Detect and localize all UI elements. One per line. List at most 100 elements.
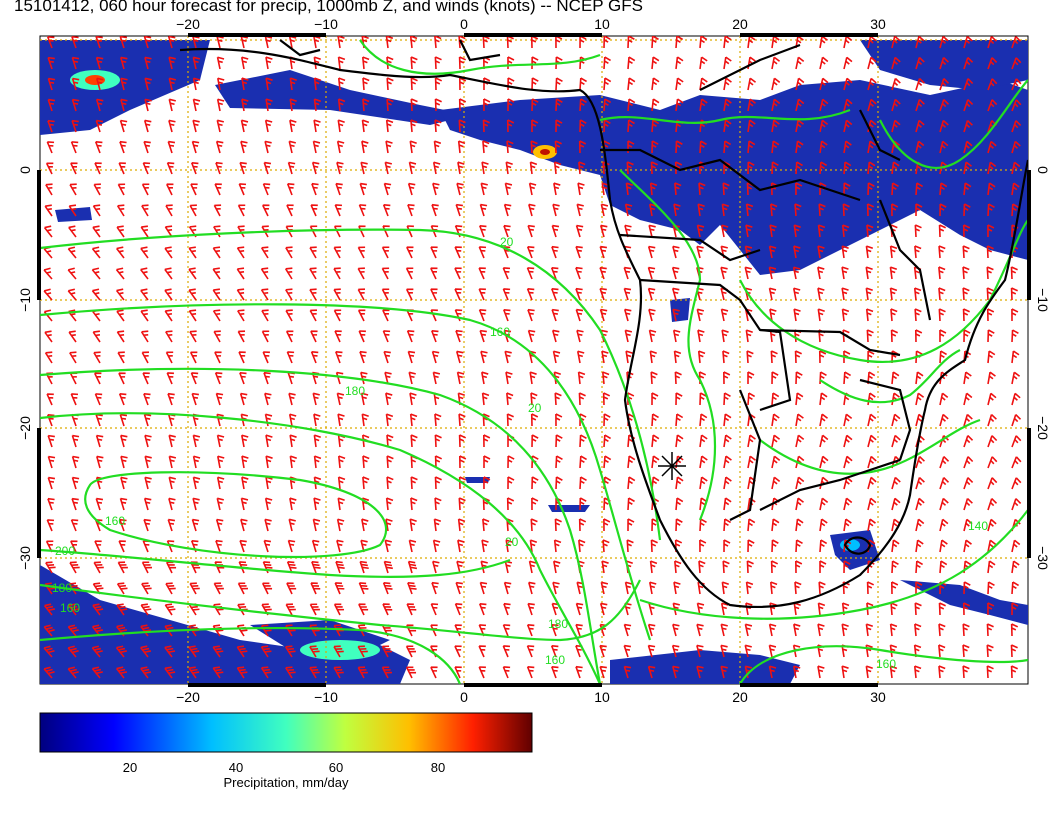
wind-barbs [43,36,1022,679]
wind-barb [115,645,127,658]
wind-barb [337,56,346,70]
wind-barb [479,224,487,238]
wind-barb [383,350,391,364]
wind-barb [770,350,778,364]
wind-barb [769,581,778,595]
wind-barb [237,582,248,595]
wind-barb [1010,287,1018,301]
wind-barb [795,497,804,511]
wind-barb [406,330,415,343]
wind-barb [264,140,272,154]
wind-barb [675,36,684,49]
wind-barb [93,351,101,364]
wind-barb [360,161,368,175]
wind-barb [603,119,611,133]
wind-barb [770,203,778,217]
wind-barb [601,350,609,364]
wind-barb [891,560,899,574]
wind-barb [265,56,273,70]
wind-barb [483,476,491,490]
wind-barb [239,371,247,385]
map-title: 15101412, 060 hour forecast for precip, … [14,0,643,15]
wind-barb [795,392,804,406]
wind-barb [385,497,394,511]
wind-barb [337,119,345,133]
wind-barb [168,77,177,91]
wind-barb [987,539,997,553]
wind-barb [938,602,946,616]
wind-barb [526,645,535,658]
wind-barb [627,476,636,490]
wind-barb [576,329,584,343]
wind-barb [214,351,222,364]
wind-barb [770,560,779,574]
wind-barb [382,330,391,343]
wind-barb [531,56,539,70]
wind-barb [673,581,681,595]
wind-barb [1011,161,1021,175]
wind-barb [531,119,539,133]
wind-barb [362,455,370,469]
wind-barb [504,182,513,196]
wind-barb [841,665,849,679]
wind-barb [480,182,488,196]
wind-barb [381,246,390,259]
wind-barb [915,392,925,406]
wind-barb [260,246,269,259]
wind-barb [963,36,973,49]
wind-barb [311,560,321,574]
wind-barb [627,497,635,511]
wind-barb [165,351,174,364]
wind-barb [142,372,150,385]
wind-barb [45,162,54,175]
wind-barb [914,602,922,616]
wind-barb [119,36,128,49]
wind-barb [723,518,732,532]
wind-barb [288,140,296,154]
wind-barb [651,455,660,469]
wind-barb [720,665,728,679]
wind-barb [771,119,780,133]
wind-barb [430,246,438,259]
wind-barb [987,224,995,238]
wind-barb [381,666,392,679]
wind-barb [70,519,79,532]
wind-barb [843,560,851,574]
wind-barb [530,518,538,532]
wind-barb [434,476,442,490]
wind-barb [482,434,491,448]
wind-barb [289,98,297,112]
wind-barb [867,413,877,427]
wind-barb [891,539,900,553]
wind-barb [531,434,539,448]
wind-barb [335,182,343,196]
wind-barb [746,350,754,364]
wind-barb [962,287,970,301]
wind-barb [817,266,825,280]
wind-barb [771,371,779,385]
lat-tick-left: −20 [17,416,33,440]
wind-barb [95,56,104,70]
wind-barb [71,98,80,112]
wind-barb [696,644,704,658]
wind-barb [95,36,103,49]
lon-tick-bottom: 30 [870,689,886,705]
wind-barb [333,666,344,679]
wind-barb [289,497,297,511]
wind-barb [336,539,344,553]
wind-barb [771,476,781,490]
wind-barb [261,582,273,595]
wind-barb [554,140,562,154]
wind-barb [915,36,925,49]
wind-barb [915,581,923,594]
wind-barb [1011,435,1022,448]
wind-barb [46,141,55,154]
wind-barb [891,182,899,196]
wind-barb [963,456,974,469]
wind-barb [841,224,850,238]
wind-barb [213,225,221,238]
contour-label: 20 [528,401,542,415]
wind-barb [285,666,296,679]
wind-barb [481,161,489,175]
